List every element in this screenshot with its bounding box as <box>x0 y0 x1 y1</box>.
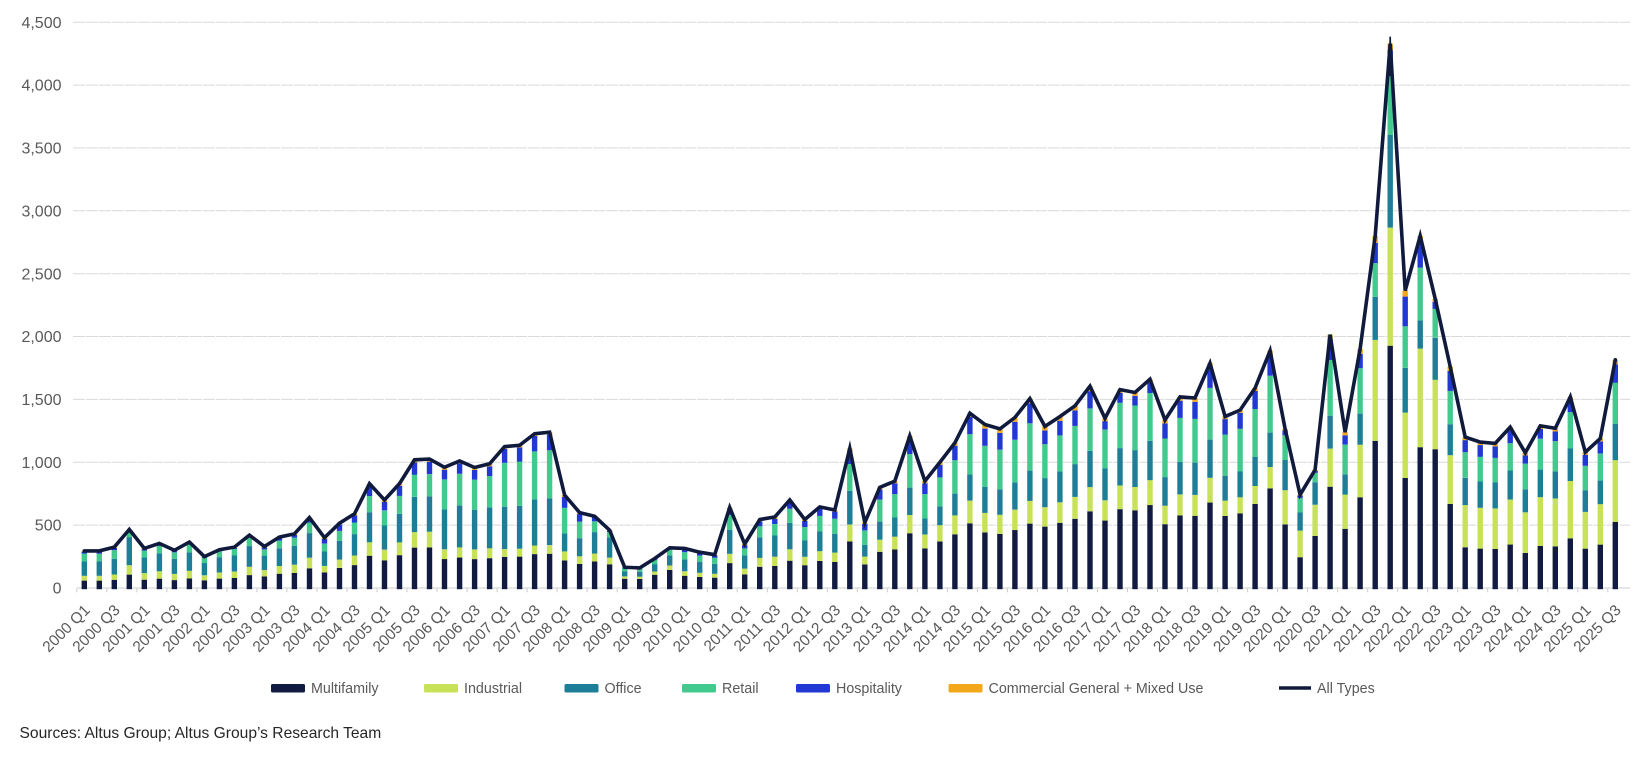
svg-text:1,500: 1,500 <box>21 392 61 409</box>
svg-text:3,500: 3,500 <box>21 141 61 158</box>
svg-text:Retail: Retail <box>722 681 759 697</box>
svg-text:4,000: 4,000 <box>21 78 61 95</box>
svg-text:0: 0 <box>53 581 62 598</box>
svg-text:Hospitality: Hospitality <box>836 681 903 697</box>
svg-text:2,500: 2,500 <box>21 266 61 283</box>
svg-text:500: 500 <box>35 518 62 535</box>
svg-text:All Types: All Types <box>1317 681 1375 697</box>
svg-text:3,000: 3,000 <box>21 203 61 220</box>
svg-text:Multifamily: Multifamily <box>311 681 379 697</box>
svg-text:1,000: 1,000 <box>21 455 61 472</box>
svg-text:4,500: 4,500 <box>21 15 61 32</box>
svg-text:Sources: Altus Group; Altus Gr: Sources: Altus Group; Altus Group’s Rese… <box>20 725 382 742</box>
svg-text:Office: Office <box>605 681 642 697</box>
svg-text:Industrial: Industrial <box>464 681 522 697</box>
svg-text:Commercial General + Mixed Use: Commercial General + Mixed Use <box>989 681 1204 697</box>
svg-text:2,000: 2,000 <box>21 329 61 346</box>
